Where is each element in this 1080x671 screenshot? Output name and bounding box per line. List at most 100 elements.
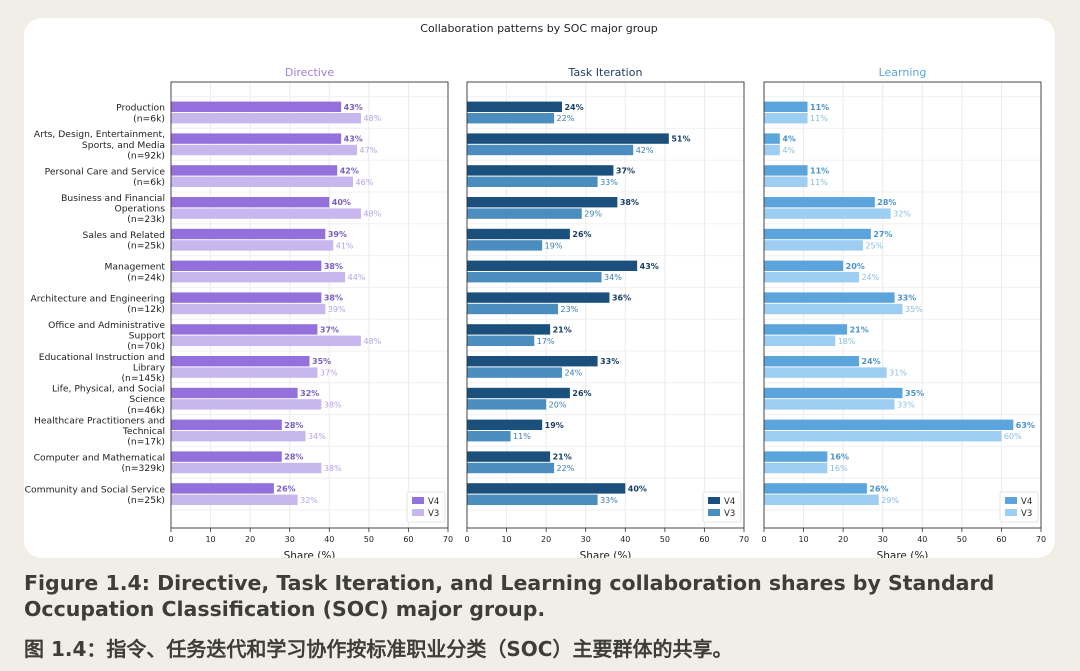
data-label: 38% — [324, 400, 342, 409]
data-label: 22% — [557, 114, 575, 123]
category-label: Architecture and Engineering — [31, 294, 166, 305]
data-label: 26% — [572, 389, 591, 398]
data-label: 38% — [324, 464, 342, 473]
category-label: (n=12k) — [127, 304, 165, 315]
data-label: 44% — [348, 273, 366, 282]
data-label: 26% — [572, 230, 591, 239]
bar — [171, 431, 306, 442]
x-tick-label: 60 — [699, 535, 709, 544]
bar — [467, 260, 638, 271]
bar — [764, 272, 859, 283]
data-label: 19% — [545, 421, 564, 430]
data-label: 37% — [320, 325, 339, 334]
data-label: 42% — [636, 146, 654, 155]
data-label: 38% — [324, 294, 343, 303]
bar — [171, 101, 342, 112]
category-label: Educational Instruction and — [39, 352, 165, 363]
data-label: 21% — [553, 453, 572, 462]
x-tick-label: 30 — [581, 535, 591, 544]
legend-swatch — [708, 497, 720, 504]
bar — [764, 431, 1002, 442]
bar — [171, 260, 322, 271]
data-label: 19% — [545, 241, 563, 250]
data-label: 43% — [344, 135, 363, 144]
figure-caption-chinese: 图 1.4：指令、任务迭代和学习协作按标准职业分类（SOC）主要群体的共享。 — [24, 637, 733, 661]
x-tick-label: 50 — [660, 535, 670, 544]
category-label: (n=46k) — [127, 405, 165, 416]
bar — [764, 324, 848, 335]
legend-swatch — [1005, 497, 1017, 504]
bar — [764, 228, 871, 240]
data-label: 33% — [600, 178, 618, 187]
data-label: 48% — [363, 210, 381, 219]
category-label: (n=70k) — [127, 341, 165, 352]
x-tick-label: 0 — [761, 535, 766, 544]
bar — [467, 176, 598, 187]
bar — [467, 101, 562, 112]
data-label: 40% — [628, 484, 647, 493]
category-label: Computer and Mathematical — [34, 453, 165, 464]
data-label: 46% — [356, 178, 374, 187]
data-label: 26% — [276, 484, 295, 493]
legend-label: V4 — [428, 497, 439, 507]
chart: Collaboration patterns by SOC major grou… — [25, 22, 1047, 558]
data-label: 39% — [328, 230, 347, 239]
bar — [467, 462, 555, 474]
bar — [171, 356, 310, 367]
bar — [764, 387, 903, 399]
x-tick-label: 40 — [324, 535, 334, 544]
bar — [171, 387, 298, 399]
data-label: 60% — [1004, 432, 1022, 441]
legend-swatch — [412, 497, 424, 504]
bar — [171, 292, 322, 303]
bar — [467, 387, 570, 399]
data-label: 16% — [830, 453, 849, 462]
data-label: 24% — [564, 369, 582, 378]
axes-frame — [763, 81, 1042, 529]
x-tick-label: 50 — [364, 535, 374, 544]
legend-box — [702, 491, 742, 523]
category-label: Sales and Related — [83, 230, 165, 241]
data-label: 33% — [600, 496, 618, 505]
data-label: 35% — [905, 389, 924, 398]
data-label: 25% — [865, 241, 883, 250]
bar — [467, 165, 614, 176]
bar — [467, 356, 598, 367]
category-label: Production — [116, 103, 165, 114]
x-tick-label: 20 — [838, 535, 848, 544]
data-label: 28% — [877, 198, 896, 207]
category-label: Sports, and Media — [82, 140, 165, 151]
chart-title: Collaboration patterns by SOC major grou… — [420, 22, 657, 35]
legend-swatch — [1005, 509, 1017, 516]
data-label: 29% — [584, 210, 602, 219]
data-label: 11% — [810, 103, 829, 112]
data-label: 11% — [810, 114, 828, 123]
bar — [764, 165, 808, 176]
bar — [467, 419, 543, 430]
data-label: 35% — [905, 305, 923, 314]
category-label: (n=145k) — [121, 373, 165, 384]
bar — [764, 101, 808, 112]
bar — [764, 260, 844, 271]
bar — [467, 367, 562, 378]
x-tick-label: 10 — [798, 535, 808, 544]
category-label: Personal Care and Service — [45, 166, 166, 177]
x-tick-label: 50 — [957, 535, 967, 544]
data-label: 33% — [600, 357, 619, 366]
data-label: 37% — [320, 369, 338, 378]
x-tick-label: 20 — [245, 535, 255, 544]
bar — [171, 399, 322, 410]
data-label: 24% — [564, 103, 583, 112]
x-tick-label: 0 — [168, 535, 173, 544]
bar — [764, 197, 875, 208]
data-label: 22% — [557, 464, 575, 473]
x-tick-label: 20 — [541, 535, 551, 544]
bar — [171, 462, 322, 474]
data-label: 33% — [897, 294, 916, 303]
legend-box — [999, 491, 1039, 523]
panel-title: Task Iteration — [568, 66, 643, 79]
bar — [171, 272, 346, 283]
data-label: 24% — [861, 273, 879, 282]
data-label: 28% — [284, 421, 303, 430]
category-label: (n=17k) — [127, 437, 165, 448]
